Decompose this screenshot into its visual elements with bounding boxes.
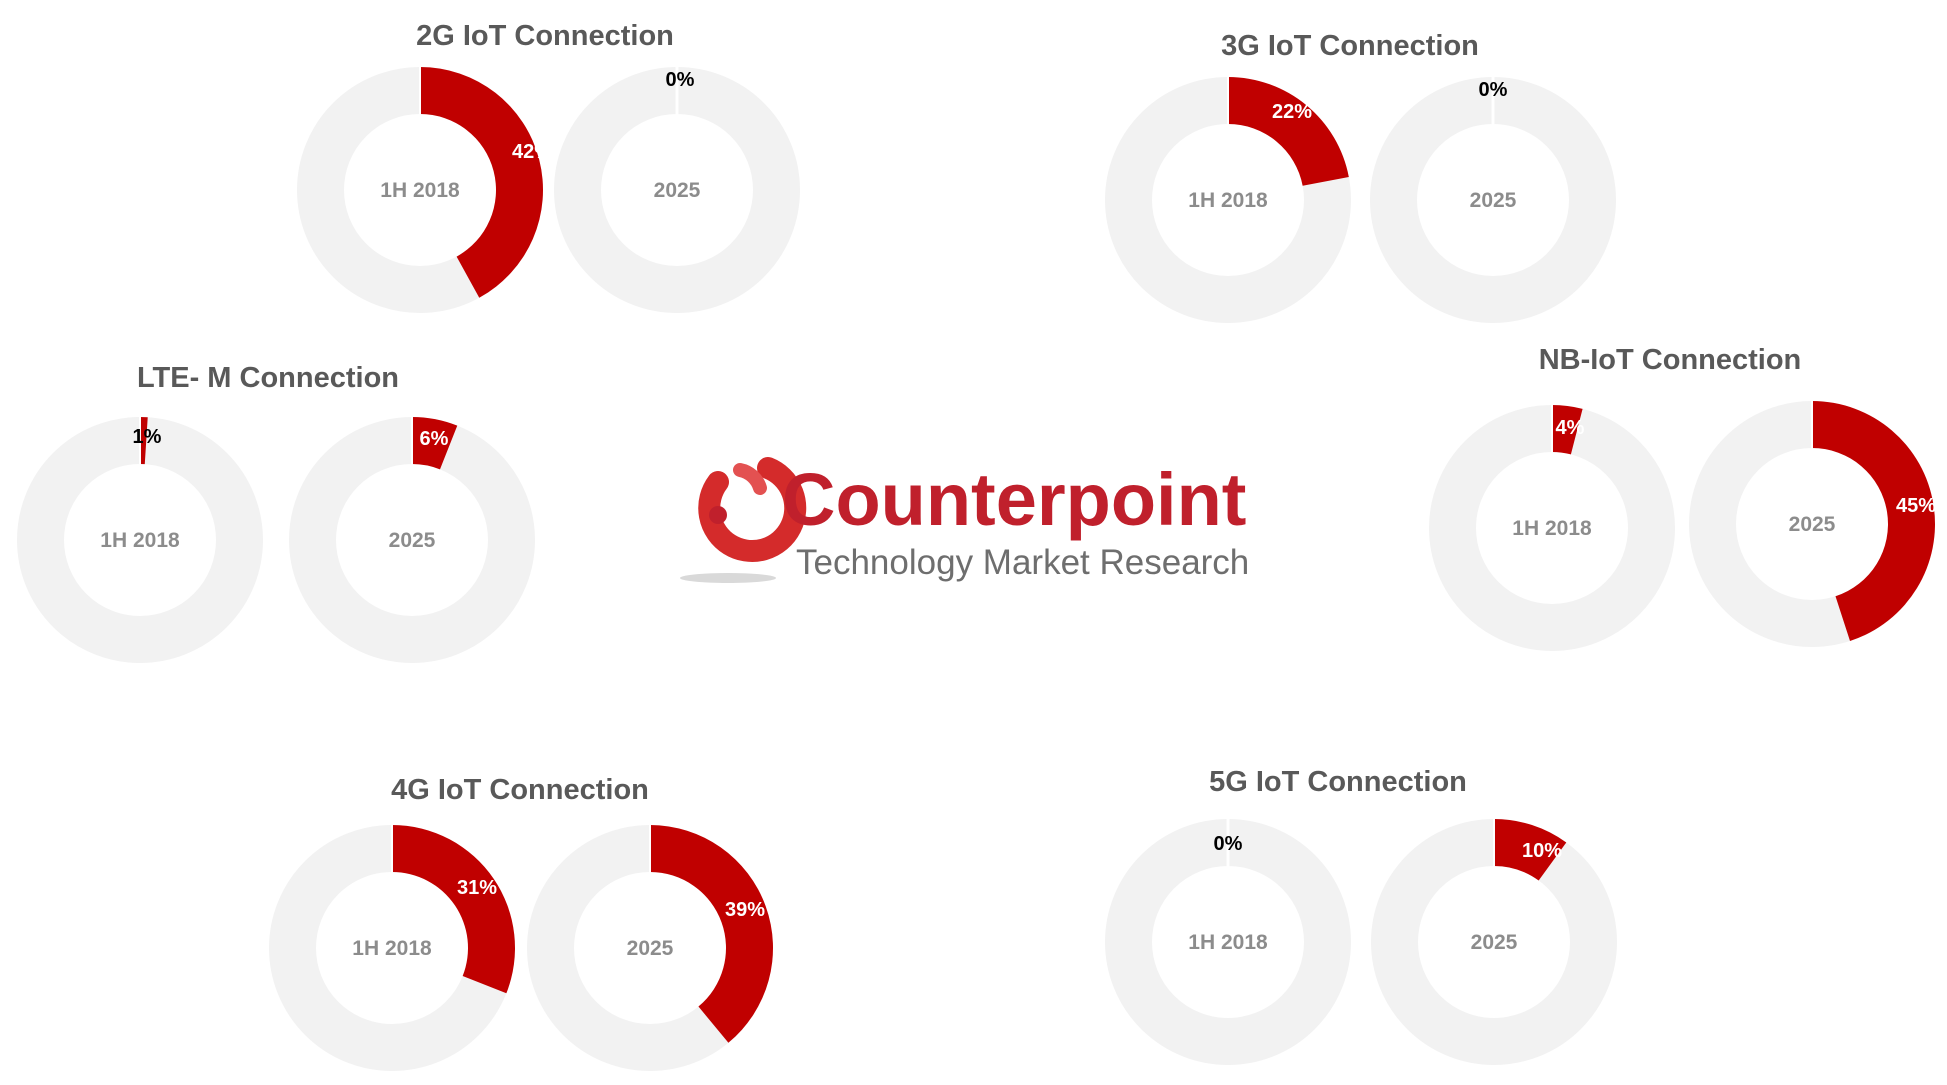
chart-nb-iot-1h-2018-percent-label: 4% <box>1556 417 1585 439</box>
chart-3g: 3G IoT Connection 1H 2018 22% 2025 0% <box>1105 30 1616 323</box>
chart-title-5g: 5G IoT Connection <box>1209 766 1467 798</box>
chart-lte-m: LTE- M Connection 1H 2018 1% 2025 6% <box>17 362 535 663</box>
chart-5g-2025-center-label: 2025 <box>1471 931 1518 954</box>
chart-nb-iot-1h-2018-center-label: 1H 2018 <box>1512 517 1592 540</box>
chart-2g-2025-percent-label: 0% <box>666 69 695 91</box>
counterpoint-logo: Counterpoint Technology Market Research <box>680 457 1249 583</box>
chart-lte-m-2025-center-label: 2025 <box>389 529 436 552</box>
chart-lte-m-2025-share-slice <box>412 417 458 470</box>
chart-5g-1h-2018-center-label: 1H 2018 <box>1188 931 1268 954</box>
chart-nb-iot: NB-IoT Connection 1H 2018 4% 2025 45% <box>1429 344 1936 651</box>
chart-4g-1h-2018-share-slice <box>392 825 516 994</box>
chart-4g-1h-2018-percent-label: 31% <box>457 877 497 899</box>
chart-4g: 4G IoT Connection 1H 2018 31% 2025 39% <box>269 774 773 1071</box>
chart-4g-2025-percent-label: 39% <box>725 899 765 921</box>
logo-tagline: Technology Market Research <box>796 543 1249 582</box>
chart-4g-2025-share-slice <box>650 825 773 1043</box>
chart-title-4g: 4G IoT Connection <box>391 774 649 806</box>
chart-nb-iot-2025-percent-label: 45% <box>1896 495 1936 517</box>
chart-4g-2025-center-label: 2025 <box>627 937 674 960</box>
chart-3g-1h-2018-percent-label: 22% <box>1272 101 1312 123</box>
chart-nb-iot-2025-share-slice <box>1812 401 1935 641</box>
logo-shadow <box>680 573 776 583</box>
chart-3g-1h-2018-share-slice <box>1228 77 1349 186</box>
chart-nb-iot-1h-2018-share-slice <box>1552 405 1583 455</box>
chart-lte-m-1h-2018-center-label: 1H 2018 <box>100 529 180 552</box>
chart-2g-1h-2018-share-slice <box>420 67 543 298</box>
chart-5g-2025-percent-label: 10% <box>1522 840 1562 862</box>
chart-lte-m-1h-2018-percent-label: 1% <box>133 426 162 448</box>
logo-mark-icon <box>698 457 807 562</box>
chart-nb-iot-2025-center-label: 2025 <box>1789 513 1836 536</box>
chart-title-3g: 3G IoT Connection <box>1221 30 1479 62</box>
chart-lte-m-2025-percent-label: 6% <box>420 428 449 450</box>
chart-2g-1h-2018-percent-label: 42% <box>512 141 552 163</box>
chart-4g-1h-2018-center-label: 1H 2018 <box>352 937 432 960</box>
chart-title-2g: 2G IoT Connection <box>416 20 674 52</box>
chart-2g-1h-2018-center-label: 1H 2018 <box>380 179 460 202</box>
chart-5g-1h-2018-percent-label: 0% <box>1214 833 1243 855</box>
chart-3g-2025-percent-label: 0% <box>1479 79 1508 101</box>
chart-2g: 2G IoT Connection 1H 2018 42% 2025 0% <box>297 20 800 313</box>
chart-5g-2025-share-slice <box>1494 819 1567 881</box>
chart-5g: 5G IoT Connection 1H 2018 0% 2025 10% <box>1105 766 1617 1065</box>
logo-wordmark: Counterpoint <box>782 458 1246 541</box>
chart-title-nb-iot: NB-IoT Connection <box>1539 344 1802 376</box>
chart-3g-2025-center-label: 2025 <box>1470 189 1517 212</box>
chart-lte-m-1h-2018-share-slice <box>140 417 148 465</box>
chart-2g-2025-center-label: 2025 <box>654 179 701 202</box>
chart-3g-1h-2018-center-label: 1H 2018 <box>1188 189 1268 212</box>
chart-title-lte-m: LTE- M Connection <box>137 362 399 394</box>
